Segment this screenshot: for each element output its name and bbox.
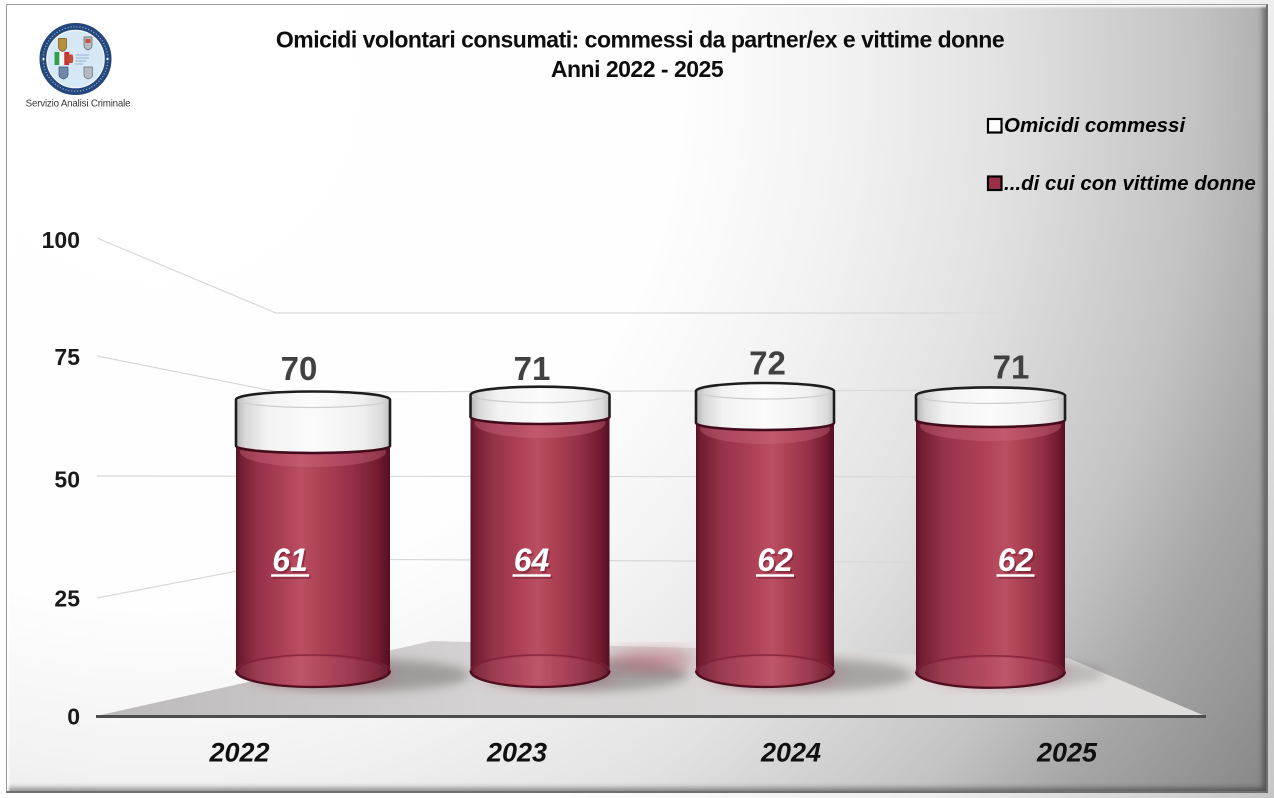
svg-text:71: 71 xyxy=(514,350,551,387)
svg-text:62: 62 xyxy=(1000,544,1036,580)
svg-text:75: 75 xyxy=(54,344,80,370)
svg-text:2023: 2023 xyxy=(486,738,547,768)
svg-text:Servizio Analisi Criminale: Servizio Analisi Criminale xyxy=(26,99,132,110)
svg-text:70: 70 xyxy=(281,350,318,387)
svg-text:25: 25 xyxy=(54,586,80,612)
svg-text:62: 62 xyxy=(759,544,795,580)
svg-text:2024: 2024 xyxy=(760,738,821,768)
svg-text:2025: 2025 xyxy=(1036,738,1098,768)
svg-text:100: 100 xyxy=(42,227,80,253)
svg-text:62: 62 xyxy=(757,542,793,578)
svg-text:71: 71 xyxy=(993,349,1030,386)
svg-text:61: 61 xyxy=(274,544,310,580)
svg-text:64: 64 xyxy=(516,544,552,580)
svg-text:72: 72 xyxy=(749,345,786,382)
svg-text:Omicidi volontari consumati: c: Omicidi volontari consumati: commessi da… xyxy=(276,27,1004,53)
svg-text:64: 64 xyxy=(514,542,550,578)
svg-text:62: 62 xyxy=(998,542,1034,578)
svg-text:0: 0 xyxy=(67,704,80,730)
svg-text:Anni 2022 - 2025: Anni 2022 - 2025 xyxy=(551,56,724,82)
svg-text:Omicidi commessi: Omicidi commessi xyxy=(1004,114,1186,137)
svg-text:50: 50 xyxy=(54,467,80,493)
svg-text:61: 61 xyxy=(272,542,308,578)
svg-text:...di cui con vittime donne: ...di cui con vittime donne xyxy=(1004,172,1256,195)
svg-text:2022: 2022 xyxy=(208,738,269,768)
